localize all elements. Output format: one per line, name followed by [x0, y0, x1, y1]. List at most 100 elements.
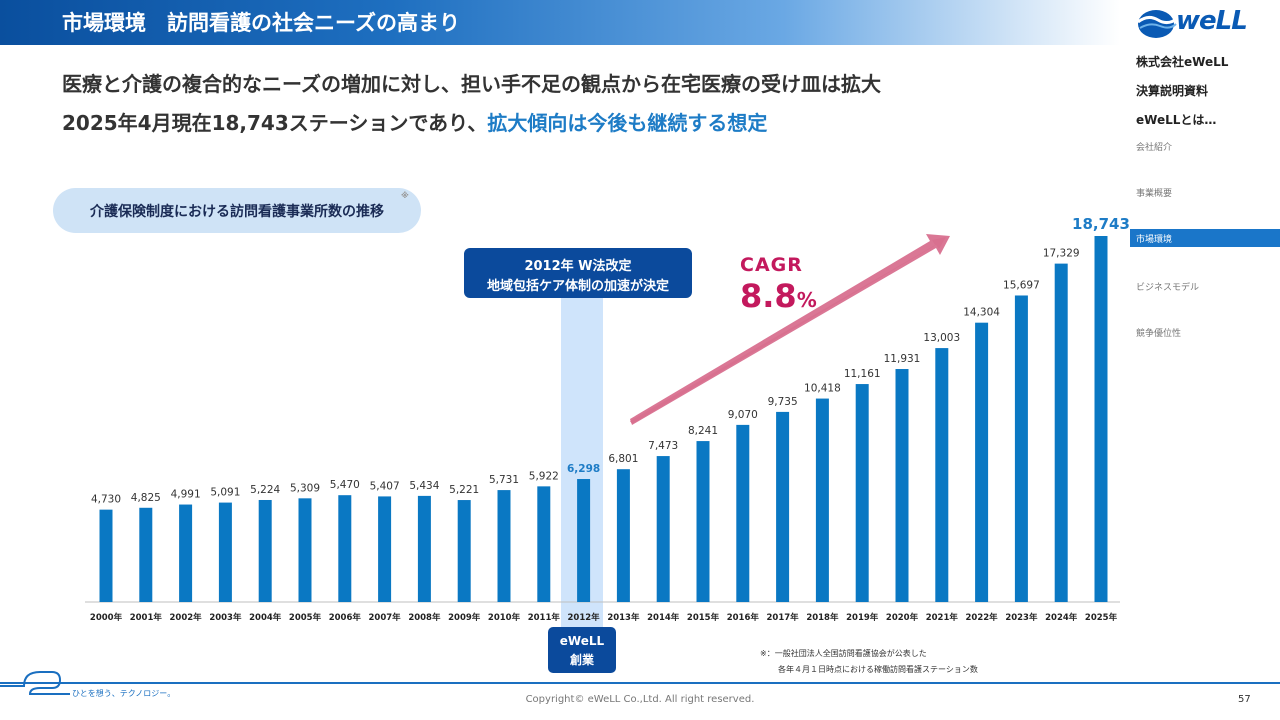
founded-line-1: eWeLL	[559, 634, 605, 648]
page-title: 市場環境 訪問看護の社会ニーズの高まり	[62, 11, 460, 35]
x-tick-label-16: 2015年	[687, 612, 720, 623]
x-tick-label-10: 2009年	[448, 612, 481, 623]
data-label-6: 5,309	[290, 482, 320, 494]
title-bar: 市場環境 訪問看護の社会ニーズの高まり	[0, 0, 1120, 45]
x-tick-label-2: 2001年	[130, 612, 163, 623]
x-tick-label-26: 2025年	[1085, 612, 1118, 623]
data-label-11: 5,731	[489, 474, 519, 486]
sidebar-item-advantage[interactable]: 競争優位性	[1136, 329, 1182, 339]
page-number: 57	[1238, 694, 1251, 705]
logo-wave-icon	[1137, 10, 1179, 38]
data-label-8: 5,407	[370, 480, 400, 492]
data-label-18: 9,735	[768, 396, 798, 408]
chart-title: 介護保険制度における訪問看護事業所数の推移	[90, 204, 384, 220]
bar-18	[776, 411, 790, 602]
data-label-3: 4,991	[171, 489, 201, 501]
x-tick-label-17: 2016年	[727, 612, 760, 623]
bar-7	[338, 495, 352, 602]
data-label-22: 13,003	[923, 332, 960, 344]
x-tick-label-11: 2010年	[488, 612, 521, 623]
bar-24	[1014, 295, 1028, 602]
sidebar-item-market[interactable]: 市場環境	[1130, 229, 1280, 247]
bar-15	[656, 456, 670, 602]
bar-3	[179, 504, 193, 602]
x-tick-label-6: 2005年	[289, 612, 322, 623]
bar-20	[855, 384, 869, 602]
bar-5	[258, 499, 272, 602]
footer-divider	[0, 682, 1280, 684]
x-tick-label-20: 2019年	[846, 612, 879, 623]
x-tick-label-18: 2017年	[767, 612, 800, 623]
data-label-10: 5,221	[449, 484, 479, 496]
sidebar-item-about[interactable]: eWeLLとは…	[1136, 113, 1217, 127]
x-tick-label-8: 2007年	[369, 612, 402, 623]
x-tick-label-15: 2014年	[647, 612, 680, 623]
data-label-20: 11,161	[844, 368, 881, 380]
x-tick-label-9: 2008年	[408, 612, 441, 623]
headline-highlight: 拡大傾向は今後も継続する想定	[487, 111, 768, 135]
copyright: Copyright© eWeLL Co.,Ltd. All right rese…	[525, 694, 755, 705]
logo-text: weLL	[1176, 6, 1248, 36]
x-tick-label-21: 2020年	[886, 612, 919, 623]
sidebar-item-model[interactable]: ビジネスモデル	[1136, 283, 1200, 293]
headline-line-1: 医療と介護の複合的なニーズの増加に対し、担い手不足の観点から在宅医療の受け皿は拡…	[62, 72, 881, 96]
data-label-23: 14,304	[963, 307, 1000, 319]
source-footnote-1: ※：一般社団法人全国訪問看護協会が公表した	[760, 649, 927, 658]
cagr-label: CAGR	[740, 254, 803, 276]
bar-14	[616, 469, 630, 602]
sidebar-item-results[interactable]: 決算説明資料	[1136, 84, 1209, 98]
data-label-17: 9,070	[728, 409, 758, 421]
callout-line-1: 2012年 W法改定	[524, 259, 632, 274]
x-tick-label-23: 2022年	[966, 612, 999, 623]
bar-1	[99, 509, 113, 602]
cagr-number: 8.8	[740, 277, 797, 315]
bar-22	[935, 348, 949, 602]
bar-16	[696, 441, 710, 602]
data-label-21: 11,931	[884, 353, 921, 365]
data-label-19: 10,418	[804, 383, 841, 395]
data-label-13: 6,298	[567, 463, 600, 475]
bar-9	[417, 495, 431, 602]
data-label-12: 5,922	[529, 470, 559, 482]
sidebar-item-company[interactable]: 株式会社eWeLL	[1136, 55, 1229, 69]
data-label-14: 6,801	[608, 453, 638, 465]
x-tick-label-22: 2021年	[926, 612, 959, 623]
sidebar-item-market-label: 市場環境	[1136, 235, 1173, 245]
bar-4	[218, 502, 232, 602]
data-label-16: 8,241	[688, 425, 718, 437]
x-tick-label-14: 2013年	[607, 612, 640, 623]
founded-line-2: 創業	[569, 653, 594, 667]
data-label-25: 17,329	[1043, 248, 1080, 260]
company-logo: weLL	[1136, 4, 1256, 42]
data-label-24: 15,697	[1003, 279, 1040, 291]
bar-13	[577, 479, 591, 602]
bar-2	[139, 507, 153, 602]
data-label-4: 5,091	[210, 487, 240, 499]
sidebar-item-intro[interactable]: 会社紹介	[1136, 143, 1173, 153]
sidebar-item-business[interactable]: 事業概要	[1136, 189, 1173, 199]
data-label-9: 5,434	[409, 480, 439, 492]
law-revision-callout: 2012年 W法改定 地域包括ケア体制の加速が決定	[464, 248, 692, 298]
footer-tagline: ひとを想う、テクノロジー。	[72, 689, 176, 698]
cagr-unit: %	[796, 288, 817, 312]
x-tick-label-12: 2011年	[528, 612, 561, 623]
founded-badge: eWeLL 創業	[548, 627, 616, 673]
x-tick-label-1: 2000年	[90, 612, 123, 623]
data-label-1: 4,730	[91, 494, 121, 506]
data-label-15: 7,473	[648, 440, 678, 452]
x-tick-label-3: 2002年	[170, 612, 203, 623]
bar-17	[736, 424, 750, 602]
bar-10	[457, 500, 471, 602]
callout-line-2: 地域包括ケア体制の加速が決定	[486, 279, 669, 294]
bar-8	[378, 496, 392, 602]
bar-6	[298, 498, 312, 602]
x-tick-label-19: 2018年	[806, 612, 839, 623]
data-label-26: 18,743	[1072, 215, 1130, 233]
headline-prefix: 2025年4月現在18,743ステーションであり、	[62, 111, 488, 135]
bar-26	[1094, 236, 1108, 602]
data-label-2: 4,825	[131, 492, 161, 504]
bar-25	[1054, 263, 1068, 602]
x-tick-label-24: 2023年	[1005, 612, 1038, 623]
x-tick-label-13: 2012年	[568, 612, 601, 623]
